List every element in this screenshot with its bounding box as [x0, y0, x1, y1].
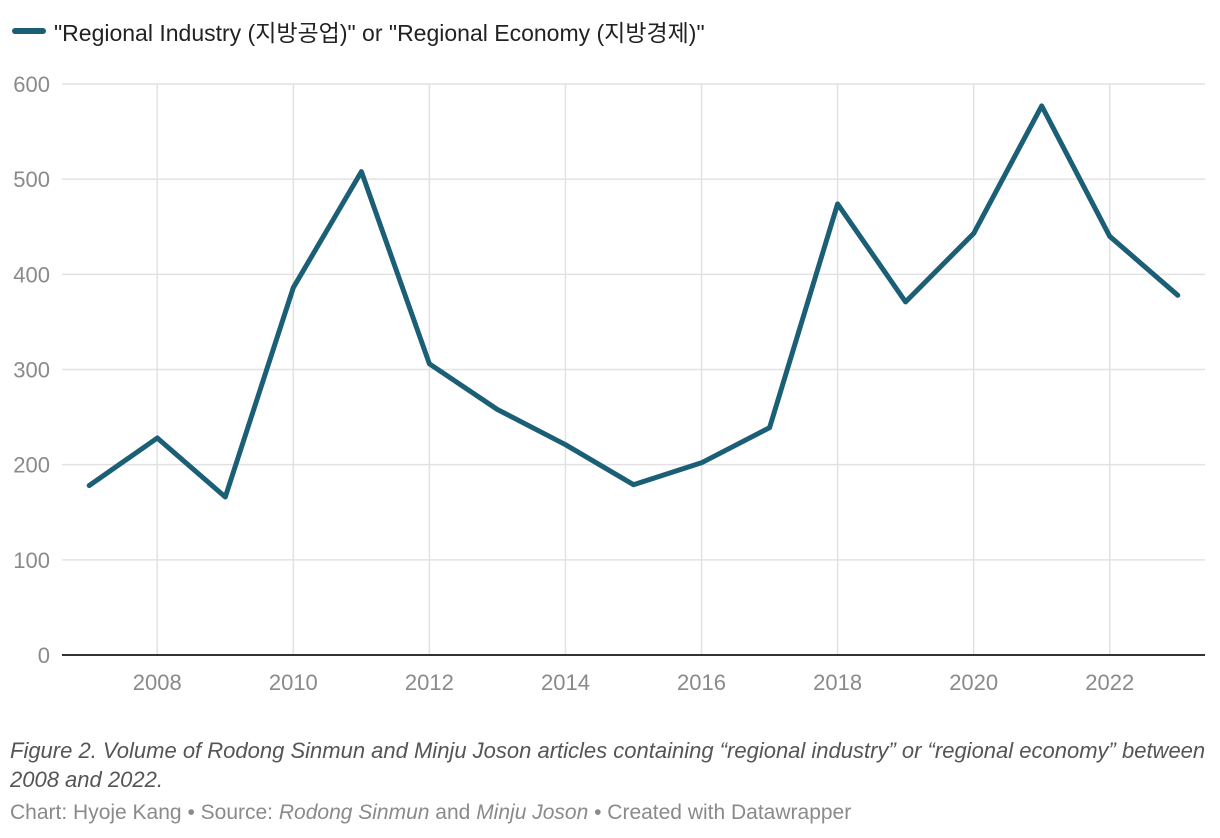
chart-footer: Chart: Hyoje Kang • Source: Rodong Sinmu… — [10, 801, 851, 825]
footer-created-with: Created with Datawrapper — [607, 801, 852, 824]
legend-line-swatch — [12, 28, 46, 34]
x-tick-label: 2008 — [133, 670, 182, 695]
y-tick-label: 400 — [13, 262, 50, 287]
y-tick-labels: 0 100 200 300 400 500 600 — [13, 72, 50, 668]
x-tick-label: 2018 — [813, 670, 862, 695]
footer-chart-prefix: Chart: — [10, 801, 74, 824]
y-tick-label: 300 — [13, 358, 50, 383]
y-tick-label: 500 — [13, 167, 50, 192]
footer-separator: • — [588, 801, 608, 824]
x-tick-label: 2016 — [677, 670, 726, 695]
series-line — [86, 103, 1181, 500]
x-tick-label: 2022 — [1085, 670, 1134, 695]
x-tick-label: 2010 — [269, 670, 318, 695]
series-layer — [86, 103, 1181, 500]
y-tick-label: 0 — [38, 643, 50, 668]
footer-source-1: Rodong Sinmun — [278, 801, 430, 824]
y-tick-label: 600 — [13, 72, 50, 97]
y-gridlines — [62, 83, 1205, 561]
line-chart: 0 100 200 300 400 500 600 2008 2010 2012 2014 2016… — [13, 72, 1205, 695]
chart-legend: "Regional Industry (지방공업)" or "Regional … — [12, 14, 705, 48]
figure-caption: Figure 2. Volume of Rodong Sinmun and Mi… — [10, 738, 1206, 792]
footer-and: and — [429, 801, 477, 824]
x-tick-labels: 2008 2010 2012 2014 2016 2018 2020 2022 — [133, 670, 1134, 695]
x-tick-label: 2020 — [949, 670, 998, 695]
y-tick-label: 200 — [13, 453, 50, 478]
footer-separator: • — [181, 801, 201, 824]
x-tick-label: 2012 — [405, 670, 454, 695]
footer-source-prefix: Source: — [200, 801, 279, 824]
legend-label: "Regional Industry (지방공업)" or "Regional … — [54, 20, 705, 46]
x-tick-label: 2014 — [541, 670, 590, 695]
footer-source-2: Minju Joson — [476, 801, 589, 824]
footer-author: Hyoje Kang — [73, 801, 182, 824]
y-tick-label: 100 — [13, 548, 50, 573]
